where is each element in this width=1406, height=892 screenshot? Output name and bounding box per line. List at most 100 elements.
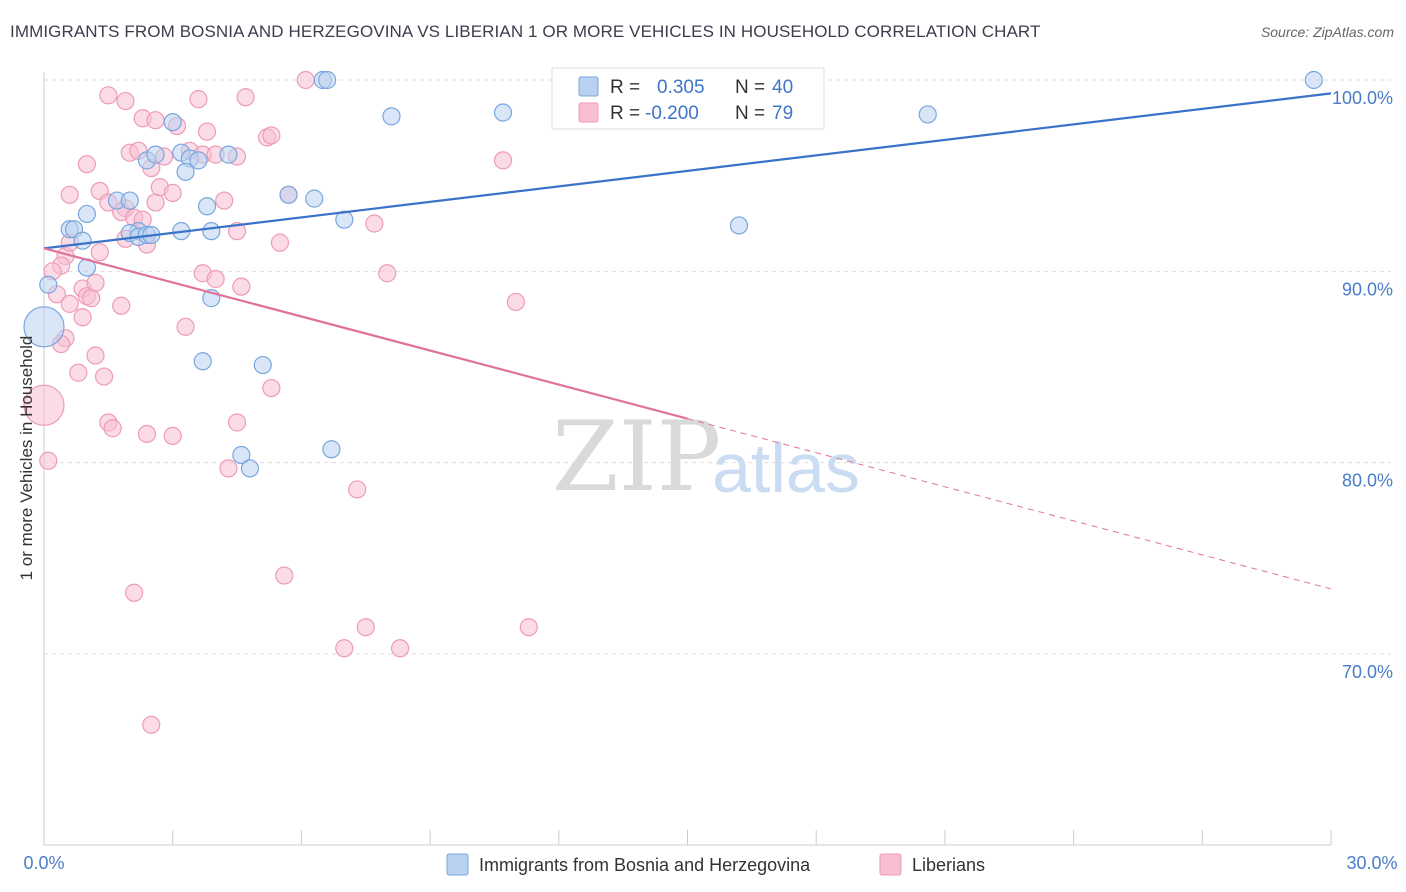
liberians-point-75 [390, 639, 410, 658]
bosnia-point-39 [240, 459, 260, 478]
bosnia-point-38 [232, 445, 251, 465]
bottom-legend-label-pink: Liberians [912, 855, 985, 875]
liberians-point-64 [227, 413, 247, 432]
bosnia-point-27 [318, 70, 337, 90]
y-tick-label-0: 100.0% [1332, 88, 1393, 108]
bottom-legend-swatch-blue [446, 853, 469, 876]
bosnia-point-31 [729, 216, 749, 235]
legend-r-label-pink: R = [610, 103, 640, 124]
bottom-legend-swatch-pink [879, 853, 902, 876]
series-bosnia [23, 70, 1323, 478]
y-axis-label: 1 or more Vehicles in Household [17, 336, 36, 581]
liberians-point-67 [219, 459, 238, 478]
liberians-point-35 [99, 86, 118, 105]
legend-n-label-blue: N = [735, 77, 765, 98]
bosnia-point-35 [193, 352, 212, 371]
legend-r-label-blue: R = [610, 77, 640, 98]
liberians-point-54 [493, 151, 513, 170]
liberians-point-70 [506, 292, 526, 312]
liberians-point-69 [275, 566, 294, 585]
bosnia-point-15 [163, 112, 182, 132]
liberians-point-59 [112, 296, 131, 315]
legend-r-value-blue: 0.305 [657, 77, 705, 98]
bosnia-point-5 [77, 204, 97, 224]
liberians-point-65 [262, 378, 281, 398]
liberians-point-66 [39, 451, 58, 470]
bosnia-point-23 [219, 145, 238, 164]
bottom-legend-label-blue: Immigrants from Bosnia and Herzegovina [479, 855, 811, 875]
liberians-point-43 [236, 88, 255, 107]
liberians-point-63 [163, 426, 182, 445]
liberians-point-77 [23, 384, 65, 426]
x-tick-label-max: 30.0% [1346, 853, 1397, 873]
liberians-point-49 [270, 233, 290, 252]
legend-r-value-pink: -0.200 [645, 103, 699, 124]
y-tick-labels: 100.0% 90.0% 80.0% 70.0% [1332, 88, 1393, 682]
liberians-point-51 [296, 70, 315, 90]
liberians-point-8 [60, 294, 79, 313]
bottom-legend: Immigrants from Bosnia and Herzegovina L… [446, 853, 985, 876]
liberians-point-61 [103, 419, 122, 438]
liberians-point-44 [189, 90, 208, 109]
series-liberians [23, 70, 538, 734]
legend-swatch-blue [578, 76, 599, 97]
legend-n-value-pink: 79 [772, 103, 793, 124]
bosnia-point-25 [305, 189, 324, 208]
x-tick-label-min: 0.0% [23, 853, 64, 873]
y-tick-label-3: 70.0% [1342, 662, 1393, 682]
liberians-point-57 [232, 277, 251, 296]
liberians-point-62 [137, 424, 157, 444]
watermark-atlas: atlas [712, 429, 860, 507]
bosnia-point-21 [202, 222, 221, 241]
liberians-point-48 [262, 126, 281, 145]
y-tick-label-2: 80.0% [1342, 471, 1393, 491]
legend-n-label-pink: N = [735, 103, 765, 124]
bosnia-point-4 [39, 275, 58, 294]
liberians-point-56 [206, 269, 225, 289]
liberians-point-76 [142, 715, 161, 734]
bosnia-point-29 [382, 107, 401, 126]
liberians-point-58 [176, 317, 195, 336]
legend: R = 0.305 N = 40 R = -0.200 N = 79 [551, 67, 825, 130]
liberians-point-74 [335, 639, 354, 658]
liberians-point-12 [86, 346, 105, 365]
bosnia-point-24 [279, 185, 298, 204]
bosnia-point-14 [146, 145, 165, 164]
liberians-point-52 [365, 214, 384, 233]
watermark-zip: ZIP [552, 401, 721, 513]
trend-line-liberians-extension [687, 418, 1332, 590]
liberians-point-25 [90, 243, 109, 262]
liberians-point-7 [86, 273, 105, 292]
bosnia-point-33 [1304, 70, 1323, 90]
liberians-point-46 [227, 222, 247, 241]
legend-swatch-pink [578, 102, 599, 123]
x-ticks [43, 830, 1332, 845]
liberians-point-28 [163, 183, 182, 202]
liberians-point-36 [116, 91, 135, 111]
bosnia-point-20 [197, 197, 217, 216]
liberians-point-38 [146, 111, 165, 130]
grid-lines [44, 79, 1391, 655]
bosnia-point-37 [322, 440, 341, 459]
liberians-point-72 [356, 618, 375, 637]
liberians-point-26 [146, 193, 165, 212]
liberians-point-53 [378, 264, 397, 283]
liberians-point-14 [69, 363, 88, 382]
chart-title: IMMIGRANTS FROM BOSNIA AND HERZEGOVINA V… [10, 22, 1041, 41]
bosnia-point-18 [176, 162, 195, 181]
source-credit: Source: ZipAtlas.com [1260, 24, 1394, 40]
trend-line-bosnia [43, 92, 1332, 250]
bosnia-point-19 [189, 151, 208, 170]
liberians-point-15 [77, 155, 97, 174]
bosnia-point-7 [120, 191, 139, 210]
trend-lines [43, 92, 1332, 590]
liberians-point-13 [94, 367, 114, 386]
liberians-point-6 [82, 289, 101, 308]
liberians-point-73 [519, 618, 538, 637]
trend-line-liberians [43, 247, 688, 420]
bosnia-point-30 [493, 103, 513, 122]
liberians-point-11 [73, 308, 92, 327]
legend-n-value-blue: 40 [772, 77, 793, 98]
liberians-point-40 [197, 122, 217, 141]
